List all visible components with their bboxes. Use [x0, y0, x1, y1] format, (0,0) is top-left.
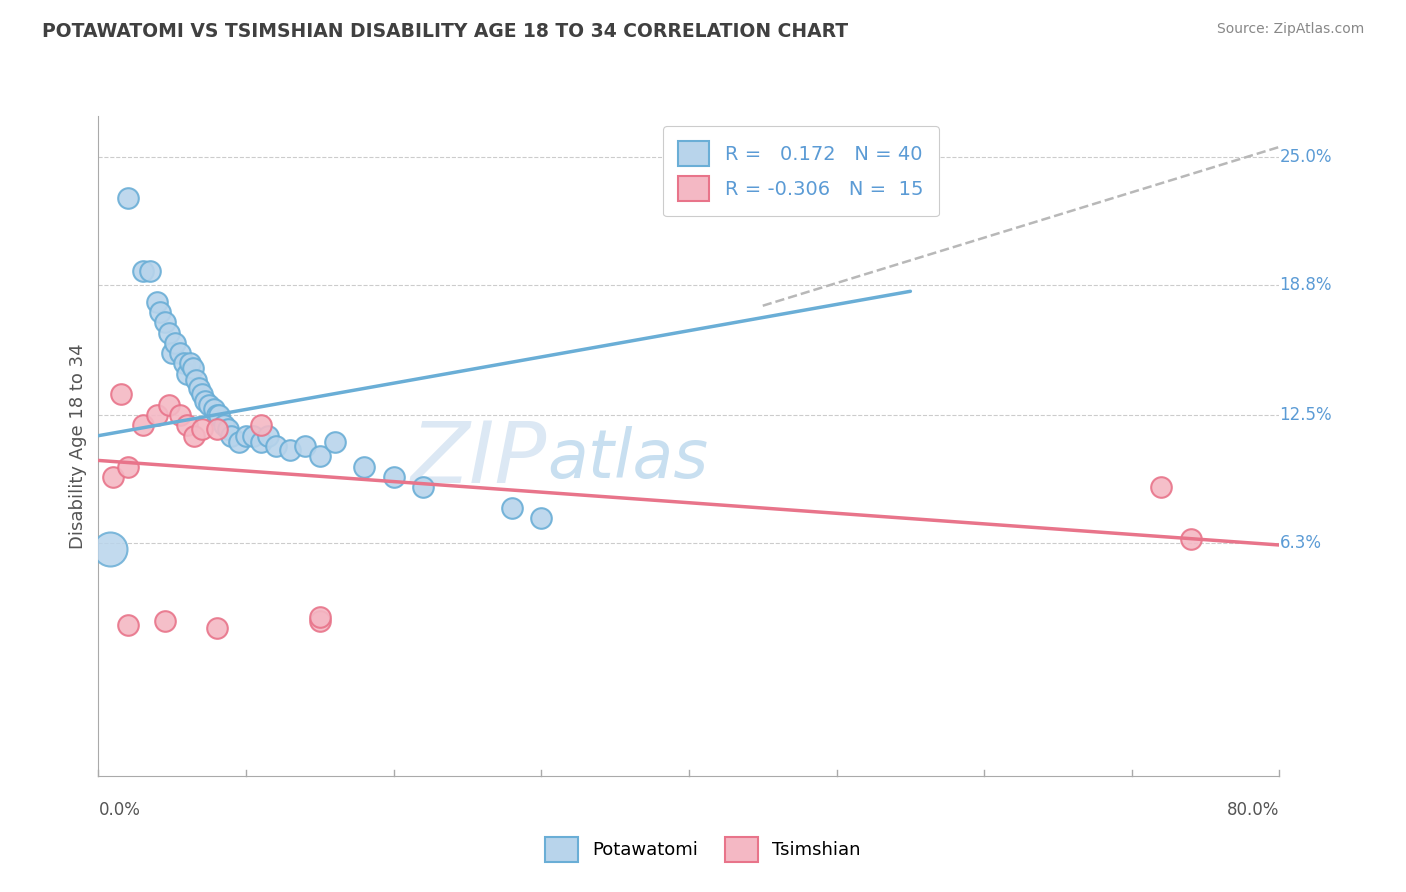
Point — [194, 393, 217, 408]
Point — [257, 428, 280, 442]
Point — [183, 428, 205, 442]
Point — [217, 423, 239, 437]
Text: 0.0%: 0.0% — [98, 801, 141, 819]
Point — [173, 356, 195, 371]
Point — [117, 192, 139, 206]
Point — [294, 439, 316, 453]
Point — [162, 346, 183, 360]
Point — [146, 408, 169, 422]
Point — [191, 387, 214, 401]
Point — [132, 263, 155, 277]
Point — [278, 443, 302, 458]
Point — [157, 326, 180, 340]
Point — [235, 428, 257, 442]
Point — [202, 401, 225, 416]
Point — [132, 418, 155, 433]
Point — [250, 418, 273, 433]
Point — [169, 346, 191, 360]
Point — [153, 315, 176, 329]
Point — [412, 480, 434, 494]
Point — [205, 408, 228, 422]
Point — [149, 305, 172, 319]
Point — [264, 439, 287, 453]
Point — [117, 459, 139, 474]
Point — [212, 418, 235, 433]
Point — [242, 428, 264, 442]
Point — [146, 294, 169, 309]
Point — [382, 470, 405, 484]
Text: Source: ZipAtlas.com: Source: ZipAtlas.com — [1216, 22, 1364, 37]
Point — [98, 542, 121, 557]
Point — [309, 610, 332, 624]
Point — [309, 450, 332, 464]
Point — [157, 398, 180, 412]
Point — [139, 263, 162, 277]
Point — [198, 398, 221, 412]
Point — [110, 387, 132, 401]
Point — [1150, 480, 1173, 494]
Point — [205, 621, 228, 635]
Point — [205, 423, 228, 437]
Point — [103, 470, 125, 484]
Text: 18.8%: 18.8% — [1279, 277, 1331, 294]
Point — [219, 428, 242, 442]
Point — [530, 511, 553, 525]
Point — [323, 434, 346, 449]
Text: 6.3%: 6.3% — [1279, 534, 1322, 552]
Point — [184, 373, 207, 387]
Point — [176, 367, 198, 381]
Point — [187, 381, 209, 395]
Point — [117, 618, 139, 632]
Text: 12.5%: 12.5% — [1279, 406, 1331, 424]
Point — [181, 360, 204, 375]
Point — [501, 500, 523, 515]
Point — [309, 615, 332, 629]
Text: atlas: atlas — [547, 426, 709, 492]
Text: ZIP: ZIP — [411, 417, 547, 500]
Point — [208, 408, 231, 422]
Y-axis label: Disability Age 18 to 34: Disability Age 18 to 34 — [69, 343, 87, 549]
Text: POTAWATOMI VS TSIMSHIAN DISABILITY AGE 18 TO 34 CORRELATION CHART: POTAWATOMI VS TSIMSHIAN DISABILITY AGE 1… — [42, 22, 848, 41]
Point — [179, 356, 201, 371]
Point — [165, 335, 187, 350]
Point — [176, 418, 198, 433]
Point — [353, 459, 375, 474]
Point — [153, 615, 176, 629]
Point — [228, 434, 250, 449]
Point — [1180, 532, 1202, 546]
Text: 25.0%: 25.0% — [1279, 148, 1331, 166]
Legend: Potawatomi, Tsimshian: Potawatomi, Tsimshian — [538, 830, 868, 870]
Legend: R =   0.172   N = 40, R = -0.306   N =  15: R = 0.172 N = 40, R = -0.306 N = 15 — [662, 126, 939, 217]
Point — [250, 434, 273, 449]
Point — [169, 408, 191, 422]
Text: 80.0%: 80.0% — [1227, 801, 1279, 819]
Point — [191, 423, 214, 437]
